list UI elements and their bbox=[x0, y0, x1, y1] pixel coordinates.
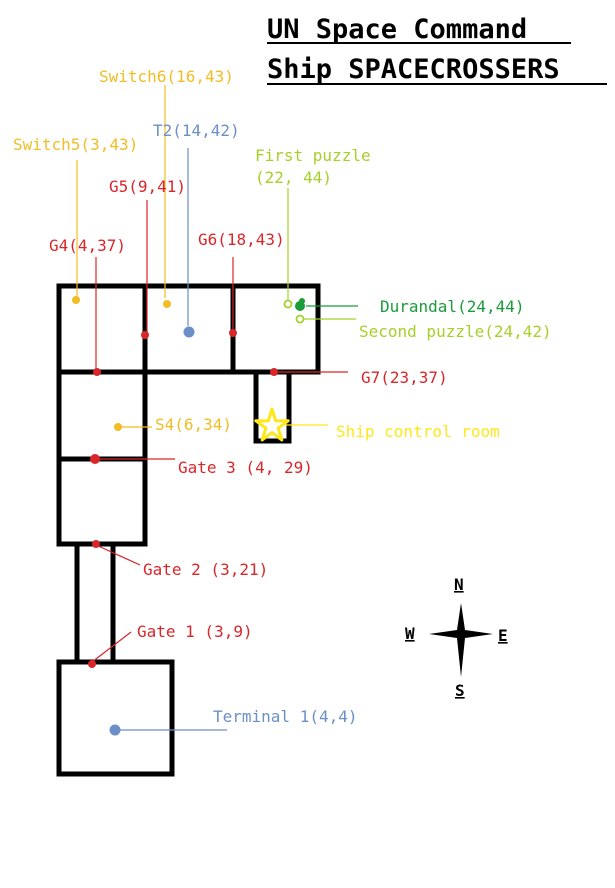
terminal-1-marker[interactable] bbox=[109, 724, 121, 736]
compass-east: E bbox=[498, 626, 508, 645]
gate-g6-marker[interactable] bbox=[229, 329, 237, 337]
terminal-room-wall bbox=[56, 659, 175, 777]
label-g4: G4(4,37) bbox=[49, 236, 126, 255]
compass-north: N bbox=[454, 575, 464, 594]
label-gate1: Gate 1 (3,9) bbox=[137, 622, 253, 641]
ship-walls bbox=[56, 283, 321, 777]
label-terminal1: Terminal 1(4,4) bbox=[213, 707, 358, 726]
label-switch5: Switch5(3,43) bbox=[13, 135, 138, 154]
label-switch6: Switch6(16,43) bbox=[99, 67, 234, 86]
label-g7: G7(23,37) bbox=[361, 368, 448, 387]
label-g6: G6(18,43) bbox=[198, 230, 285, 249]
label-first-puzzle-2: (22, 44) bbox=[255, 168, 332, 187]
gate-g7-marker[interactable] bbox=[270, 368, 278, 376]
label-s4: S4(6,34) bbox=[155, 415, 232, 434]
durandal-marker[interactable] bbox=[295, 298, 305, 311]
label-second-puzzle: Second puzzle(24,42) bbox=[359, 322, 552, 341]
leader-lines bbox=[76, 85, 358, 731]
gate-2-marker[interactable] bbox=[92, 540, 100, 548]
title-line2: Ship SPACECROSSERS bbox=[267, 54, 560, 85]
room-lower-wall bbox=[56, 456, 148, 547]
switch5-marker[interactable] bbox=[72, 296, 80, 304]
label-gate3: Gate 3 (4, 29) bbox=[178, 458, 313, 477]
gate-1-marker[interactable] bbox=[88, 660, 96, 668]
switch6-marker[interactable] bbox=[163, 300, 171, 308]
gate-3-marker[interactable] bbox=[90, 454, 100, 464]
switch-s4-marker[interactable] bbox=[114, 423, 122, 431]
terminals bbox=[109, 326, 195, 736]
gate-g4-marker[interactable] bbox=[93, 368, 101, 376]
leader-gate1 bbox=[91, 631, 132, 663]
title-line1: UN Space Command bbox=[267, 14, 527, 45]
room-s4-wall bbox=[56, 369, 148, 462]
label-gate2: Gate 2 (3,21) bbox=[143, 560, 268, 579]
gate-g5-marker[interactable] bbox=[141, 331, 149, 339]
ship-control-star-icon[interactable] bbox=[254, 407, 290, 442]
first-puzzle-marker[interactable] bbox=[283, 299, 293, 309]
label-first-puzzle-1: First puzzle bbox=[255, 146, 371, 165]
second-puzzle-marker[interactable] bbox=[295, 314, 305, 324]
compass-south: S bbox=[455, 681, 465, 700]
label-t2: T2(14,42) bbox=[153, 121, 240, 140]
compass-west: W bbox=[405, 624, 415, 643]
gates bbox=[88, 329, 278, 668]
compass-rose: N S E W bbox=[405, 575, 508, 700]
compass-star-icon bbox=[429, 603, 493, 677]
leader-gate2 bbox=[95, 544, 141, 566]
label-durandal: Durandal(24,44) bbox=[380, 297, 525, 316]
label-g5: G5(9,41) bbox=[109, 177, 186, 196]
label-ship-control-room: Ship control room bbox=[336, 422, 500, 441]
switches bbox=[72, 296, 171, 431]
terminal-t2-marker[interactable] bbox=[183, 326, 195, 338]
